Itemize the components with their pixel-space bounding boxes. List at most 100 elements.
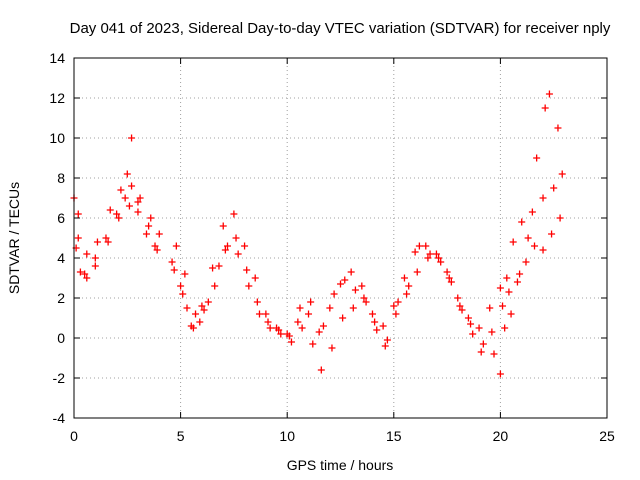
data-point (181, 270, 189, 278)
data-point (128, 182, 136, 190)
data-point (467, 320, 475, 328)
data-point (464, 314, 472, 322)
data-point (328, 344, 336, 352)
data-point (198, 302, 206, 310)
data-point (347, 268, 355, 276)
data-point (499, 302, 507, 310)
y-tick-label: -2 (53, 370, 66, 386)
data-point (115, 214, 123, 222)
data-point (245, 282, 253, 290)
data-point (539, 246, 547, 254)
data-point (296, 304, 304, 312)
data-point (330, 290, 338, 298)
x-axis-label: GPS time / hours (287, 457, 394, 473)
data-point (558, 170, 566, 178)
data-point (211, 282, 219, 290)
data-point (454, 294, 462, 302)
data-point (145, 222, 153, 230)
y-tick-label: 14 (49, 50, 65, 66)
data-point (277, 330, 285, 338)
data-point (204, 298, 212, 306)
data-point (285, 332, 293, 340)
data-point (528, 208, 536, 216)
data-point (368, 310, 376, 318)
data-point (317, 366, 325, 374)
data-point (541, 104, 549, 112)
data-point (221, 246, 229, 254)
data-point (113, 210, 121, 218)
data-point (383, 336, 391, 344)
data-point (74, 210, 82, 218)
data-point (447, 278, 455, 286)
data-point (275, 326, 283, 334)
data-point (234, 250, 242, 258)
data-point (360, 294, 368, 302)
data-point (287, 338, 295, 346)
data-point (507, 310, 515, 318)
data-point (437, 258, 445, 266)
data-point (326, 304, 334, 312)
data-point (400, 274, 408, 282)
data-point (351, 286, 359, 294)
data-point (458, 306, 466, 314)
y-tick-label: 12 (49, 90, 65, 106)
y-tick-label: 6 (57, 210, 65, 226)
chart-title: Day 041 of 2023, Sidereal Day-to-day VTE… (70, 20, 611, 37)
data-point (516, 270, 524, 278)
data-point (315, 328, 323, 336)
data-point (117, 186, 125, 194)
data-point (177, 282, 185, 290)
data-point (443, 268, 451, 276)
x-tick-label: 5 (177, 428, 185, 444)
data-point (91, 254, 99, 262)
series-track-b (72, 202, 564, 374)
y-tick-label: 4 (57, 250, 65, 266)
data-point (531, 242, 539, 250)
data-point (522, 258, 530, 266)
data-point (230, 210, 238, 218)
data-point (305, 310, 313, 318)
data-point (362, 298, 370, 306)
data-point (479, 340, 487, 348)
data-point (392, 310, 400, 318)
data-point (251, 274, 259, 282)
data-point (488, 328, 496, 336)
data-point (490, 350, 498, 358)
data-point (501, 324, 509, 332)
x-tick-label: 0 (70, 428, 78, 444)
data-points (70, 90, 566, 378)
y-tick-label: 2 (57, 290, 65, 306)
data-point (486, 304, 494, 312)
data-point (168, 258, 176, 266)
data-point (266, 324, 274, 332)
data-point (93, 238, 101, 246)
data-point (224, 242, 232, 250)
data-point (183, 304, 191, 312)
data-point (358, 282, 366, 290)
data-point (509, 238, 517, 246)
data-point (123, 170, 131, 178)
data-point (232, 234, 240, 242)
data-point (496, 370, 504, 378)
y-tick-label: 0 (57, 330, 65, 346)
data-point (309, 340, 317, 348)
data-point (503, 274, 511, 282)
data-point (390, 302, 398, 310)
data-point (91, 262, 99, 270)
data-point (513, 278, 521, 286)
data-point (379, 322, 387, 330)
data-point (518, 218, 526, 226)
data-point (435, 254, 443, 262)
plot-frame (73, 57, 608, 419)
data-point (422, 242, 430, 250)
data-point (76, 268, 84, 276)
data-point (403, 290, 411, 298)
data-point (411, 248, 419, 256)
data-point (505, 288, 513, 296)
data-point (253, 298, 261, 306)
x-tick-label: 20 (493, 428, 509, 444)
data-point (243, 266, 251, 274)
data-point (151, 242, 159, 250)
data-point (556, 214, 564, 222)
